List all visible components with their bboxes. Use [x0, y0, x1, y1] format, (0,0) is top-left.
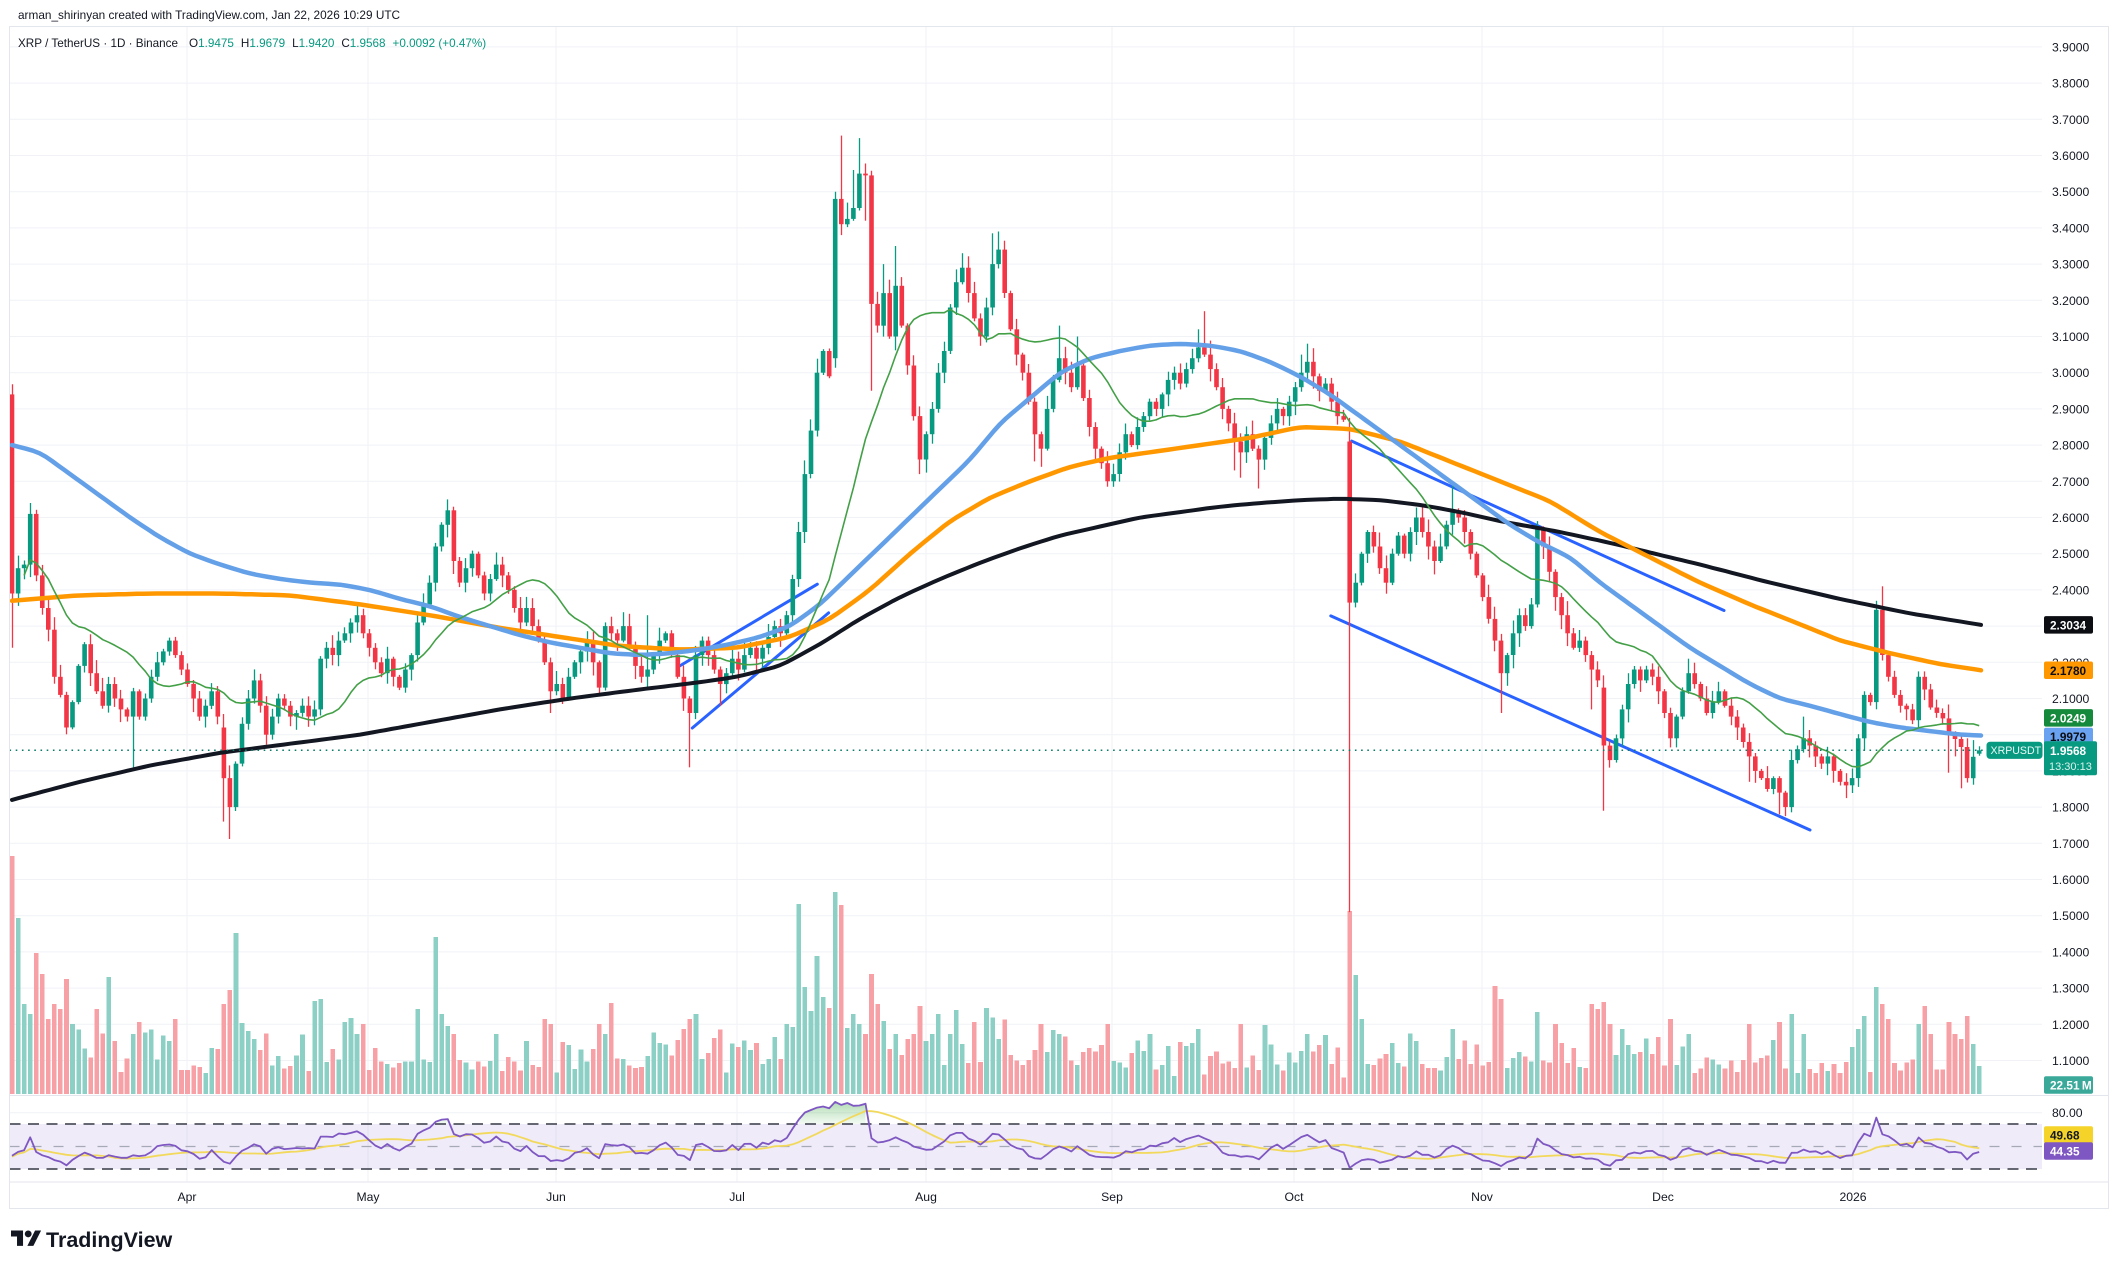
svg-text:1.1000: 1.1000 [2052, 1054, 2089, 1068]
svg-text:3.7000: 3.7000 [2052, 113, 2089, 127]
svg-text:1.2000: 1.2000 [2052, 1018, 2089, 1032]
svg-text:2.1000: 2.1000 [2052, 692, 2089, 706]
svg-text:2.4000: 2.4000 [2052, 583, 2089, 597]
svg-text:1.4000: 1.4000 [2052, 945, 2089, 959]
svg-text:arman_shirinyan created with T: arman_shirinyan created with TradingView… [18, 8, 401, 22]
svg-text:1.8000: 1.8000 [2052, 801, 2089, 815]
svg-text:3.4000: 3.4000 [2052, 221, 2089, 235]
svg-text:May: May [356, 1190, 380, 1204]
svg-text:3.3000: 3.3000 [2052, 258, 2089, 272]
svg-text:Jun: Jun [546, 1190, 566, 1204]
svg-text:3.9000: 3.9000 [2052, 40, 2089, 54]
svg-text:2026: 2026 [1839, 1190, 1866, 1204]
svg-text:2.0249: 2.0249 [2050, 711, 2087, 725]
svg-text:1.5000: 1.5000 [2052, 909, 2089, 923]
svg-text:Oct: Oct [1285, 1190, 1305, 1204]
svg-text:2.8000: 2.8000 [2052, 439, 2089, 453]
svg-text:Apr: Apr [178, 1190, 197, 1204]
svg-text:2.5000: 2.5000 [2052, 547, 2089, 561]
svg-text:80.00: 80.00 [2052, 1106, 2083, 1120]
svg-text:TradingView: TradingView [46, 1228, 173, 1252]
svg-text:3.1000: 3.1000 [2052, 330, 2089, 344]
svg-text:XRPUSDT: XRPUSDT [1991, 745, 2042, 757]
svg-text:2.6000: 2.6000 [2052, 511, 2089, 525]
svg-text:3.2000: 3.2000 [2052, 294, 2089, 308]
svg-text:44.35: 44.35 [2050, 1145, 2080, 1159]
svg-text:2.9000: 2.9000 [2052, 402, 2089, 416]
svg-text:Aug: Aug [915, 1190, 937, 1204]
svg-text:22.51 M: 22.51 M [2050, 1079, 2092, 1093]
svg-text:1.9568: 1.9568 [2050, 744, 2087, 758]
svg-text:Dec: Dec [1652, 1190, 1674, 1204]
svg-text:1.9979: 1.9979 [2050, 730, 2087, 744]
svg-text:1.6000: 1.6000 [2052, 873, 2089, 887]
svg-text:3.5000: 3.5000 [2052, 185, 2089, 199]
svg-text:1.3000: 1.3000 [2052, 982, 2089, 996]
svg-text:1.7000: 1.7000 [2052, 837, 2089, 851]
svg-text:3.6000: 3.6000 [2052, 149, 2089, 163]
svg-text:13:30:13: 13:30:13 [2049, 761, 2092, 773]
svg-text:Jul: Jul [729, 1190, 745, 1204]
svg-text:49.68: 49.68 [2050, 1129, 2080, 1143]
svg-text:Nov: Nov [1471, 1190, 1494, 1204]
svg-text:3.8000: 3.8000 [2052, 77, 2089, 91]
svg-text:2.7000: 2.7000 [2052, 475, 2089, 489]
svg-text:Sep: Sep [1101, 1190, 1123, 1204]
svg-text:3.0000: 3.0000 [2052, 366, 2089, 380]
svg-text:2.1780: 2.1780 [2050, 664, 2087, 678]
svg-text:2.3034: 2.3034 [2050, 618, 2087, 632]
